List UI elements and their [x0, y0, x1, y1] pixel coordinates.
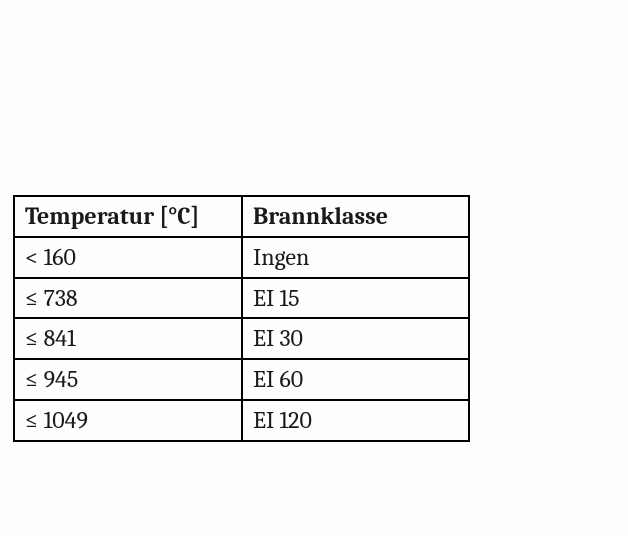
cell-temperature: ≤ 738 [14, 278, 242, 319]
cell-temperature: ≤ 841 [14, 318, 242, 359]
cell-fireclass: Ingen [242, 237, 469, 278]
table-row: ≤ 945 EI 60 [14, 359, 469, 400]
cell-fireclass: EI 30 [242, 318, 469, 359]
col-header-fireclass: Brannklasse [242, 196, 469, 237]
cell-fireclass: EI 60 [242, 359, 469, 400]
fire-class-table: Temperatur [°C] Brannklasse < 160 Ingen … [13, 195, 470, 442]
cell-fireclass: EI 15 [242, 278, 469, 319]
col-header-temperature: Temperatur [°C] [14, 196, 242, 237]
cell-temperature: ≤ 1049 [14, 400, 242, 441]
table-row: ≤ 738 EI 15 [14, 278, 469, 319]
table-container: Temperatur [°C] Brannklasse < 160 Ingen … [13, 195, 470, 442]
table-row: ≤ 1049 EI 120 [14, 400, 469, 441]
cell-temperature: ≤ 945 [14, 359, 242, 400]
table-header-row: Temperatur [°C] Brannklasse [14, 196, 469, 237]
table-row: ≤ 841 EI 30 [14, 318, 469, 359]
table-row: < 160 Ingen [14, 237, 469, 278]
cell-temperature: < 160 [14, 237, 242, 278]
cell-fireclass: EI 120 [242, 400, 469, 441]
